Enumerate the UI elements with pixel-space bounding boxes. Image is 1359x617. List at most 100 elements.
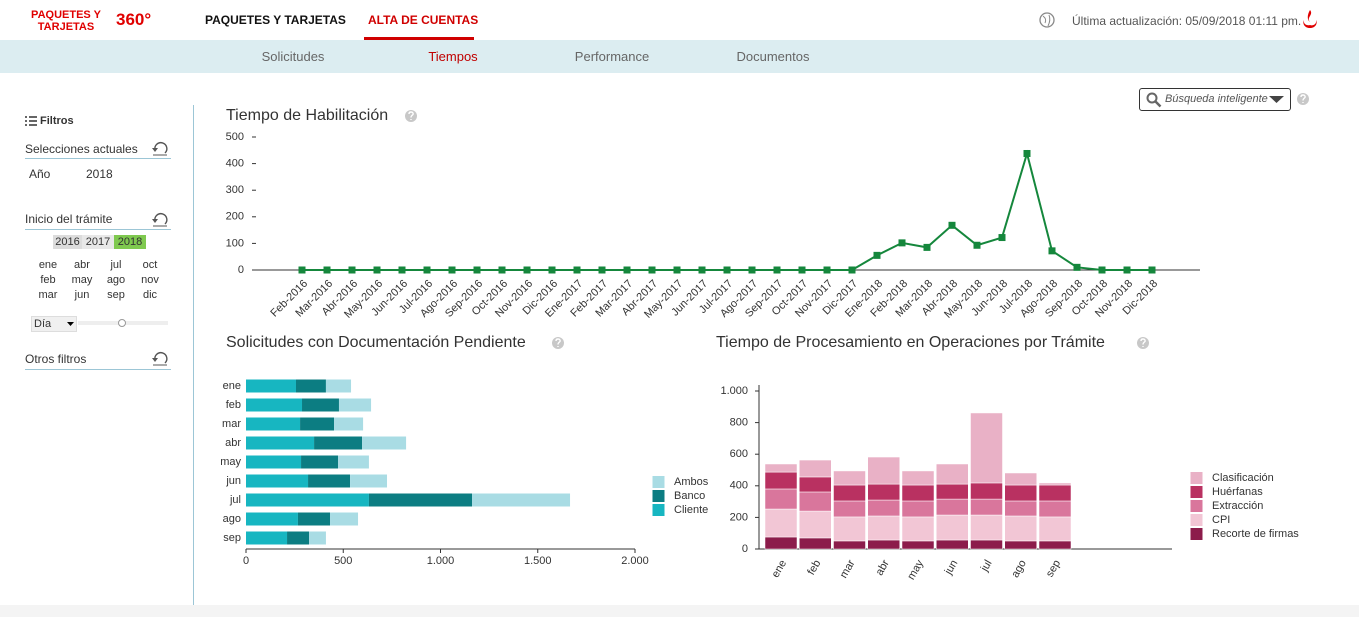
tab-underline (364, 37, 474, 40)
marker (1148, 266, 1156, 274)
marker (1023, 149, 1031, 157)
tab[interactable]: PAQUETES Y TARJETAS (205, 13, 346, 27)
subnav-item[interactable]: Solicitudes (261, 49, 325, 64)
x-tick-label: sep (1044, 558, 1063, 579)
y-tick-label: abr (225, 437, 241, 449)
bar-segment (833, 484, 866, 502)
x-tick-label: jun (942, 558, 960, 578)
month-option[interactable]: oct (142, 259, 158, 271)
bar-segment (246, 512, 298, 526)
bar-segment (325, 379, 352, 393)
bar-segment (901, 540, 935, 550)
help-glyph (408, 111, 414, 120)
bar-segment (1038, 484, 1072, 502)
chart-title: Solicitudes con Documentación Pendiente (226, 334, 526, 351)
divider (25, 229, 171, 230)
bar-segment (970, 498, 1003, 516)
bar-segment (334, 417, 364, 431)
smart-search[interactable]: Búsqueda inteligente (1139, 88, 1291, 111)
bar-segment (867, 539, 900, 550)
bar-segment (1038, 482, 1072, 486)
marker (673, 266, 681, 274)
bar-segment (764, 488, 798, 510)
legend-swatch (1189, 499, 1204, 513)
chart-title: Tiempo de Procesamiento en Operaciones p… (716, 334, 1105, 351)
bar-segment (1038, 516, 1072, 542)
y-tick-label: feb (226, 399, 241, 411)
month-option[interactable]: may (71, 274, 93, 286)
legend-swatch (651, 475, 666, 489)
marker (823, 266, 831, 274)
bar-segment (936, 498, 969, 516)
year-option[interactable]: 2016 (53, 235, 82, 249)
bar-segment (901, 470, 935, 486)
month-option[interactable]: mar (38, 289, 58, 301)
x-tick-label: mar (838, 558, 858, 581)
y-tick-label: ago (223, 513, 241, 525)
bar-segment (297, 512, 331, 526)
month-option[interactable]: dic (142, 289, 158, 301)
granularity-dropdown[interactable]: Día (31, 316, 77, 332)
bar-segment (302, 398, 339, 412)
search-placeholder: Búsqueda inteligente (1165, 93, 1268, 105)
bar-segment (368, 493, 473, 507)
bar-segment (287, 531, 310, 545)
reset-icon[interactable] (151, 212, 169, 228)
month-option[interactable]: abr (74, 259, 90, 271)
y-tick-label: ene (223, 380, 241, 392)
bar-segment (799, 476, 832, 493)
month-option[interactable]: nov (141, 274, 159, 286)
legend-label: Recorte de firmas (1212, 528, 1299, 540)
marker (573, 266, 581, 274)
subnav-item-active[interactable]: Tiempos (428, 49, 478, 64)
bar-segment (1004, 500, 1037, 517)
bar-segment (970, 514, 1003, 541)
month-option[interactable]: ago (106, 274, 126, 286)
legend-label: Cliente (674, 504, 708, 516)
bar-segment (472, 493, 571, 507)
header: PAQUETES Y TARJETAS 360° PAQUETES Y TARJ… (0, 0, 1359, 40)
month-option[interactable]: sep (107, 289, 125, 301)
year-option[interactable]: 2017 (82, 235, 114, 249)
subnav-item[interactable]: Documentos (736, 49, 810, 64)
bar-segment (314, 436, 363, 450)
month-option[interactable]: jul (110, 259, 122, 271)
month-option[interactable]: jun (74, 289, 90, 301)
x-tick-label: abr (874, 558, 893, 578)
help-glyph (555, 338, 561, 347)
reset-icon[interactable] (151, 351, 169, 367)
x-tick-label: 2.000 (621, 555, 649, 567)
bar-segment (246, 474, 309, 488)
line (302, 149, 1152, 271)
month-option[interactable]: ene (38, 259, 58, 271)
marker (548, 266, 556, 274)
subnav (0, 40, 1359, 73)
bar-segment (1038, 540, 1072, 550)
search-icon (1146, 92, 1162, 108)
year-option[interactable]: 2018 (114, 235, 146, 249)
subnav-item[interactable]: Performance (574, 49, 650, 64)
slider[interactable] (78, 316, 170, 330)
bar-segment (833, 516, 866, 542)
tab-active[interactable]: ALTA DE CUENTAS (368, 13, 479, 27)
marker (848, 266, 856, 274)
legend-swatch (1189, 485, 1204, 499)
last-update: Última actualización: 05/09/2018 01:11 p… (1072, 14, 1302, 28)
reset-icon[interactable] (151, 141, 169, 157)
bar-segment (301, 455, 338, 469)
bar-segment (867, 483, 900, 501)
month-option[interactable]: feb (40, 274, 56, 286)
marker (923, 243, 931, 251)
legend-swatch (1189, 471, 1204, 485)
year-label: Año (29, 167, 51, 181)
bar-segment (308, 474, 351, 488)
bar-segment (970, 412, 1003, 484)
year-value: 2018 (86, 167, 113, 181)
marker (1123, 266, 1131, 274)
bar-segment (362, 436, 407, 450)
bar-segment (970, 539, 1003, 550)
marker (948, 221, 956, 229)
bar-segment (867, 499, 900, 517)
bar-segment (246, 417, 301, 431)
